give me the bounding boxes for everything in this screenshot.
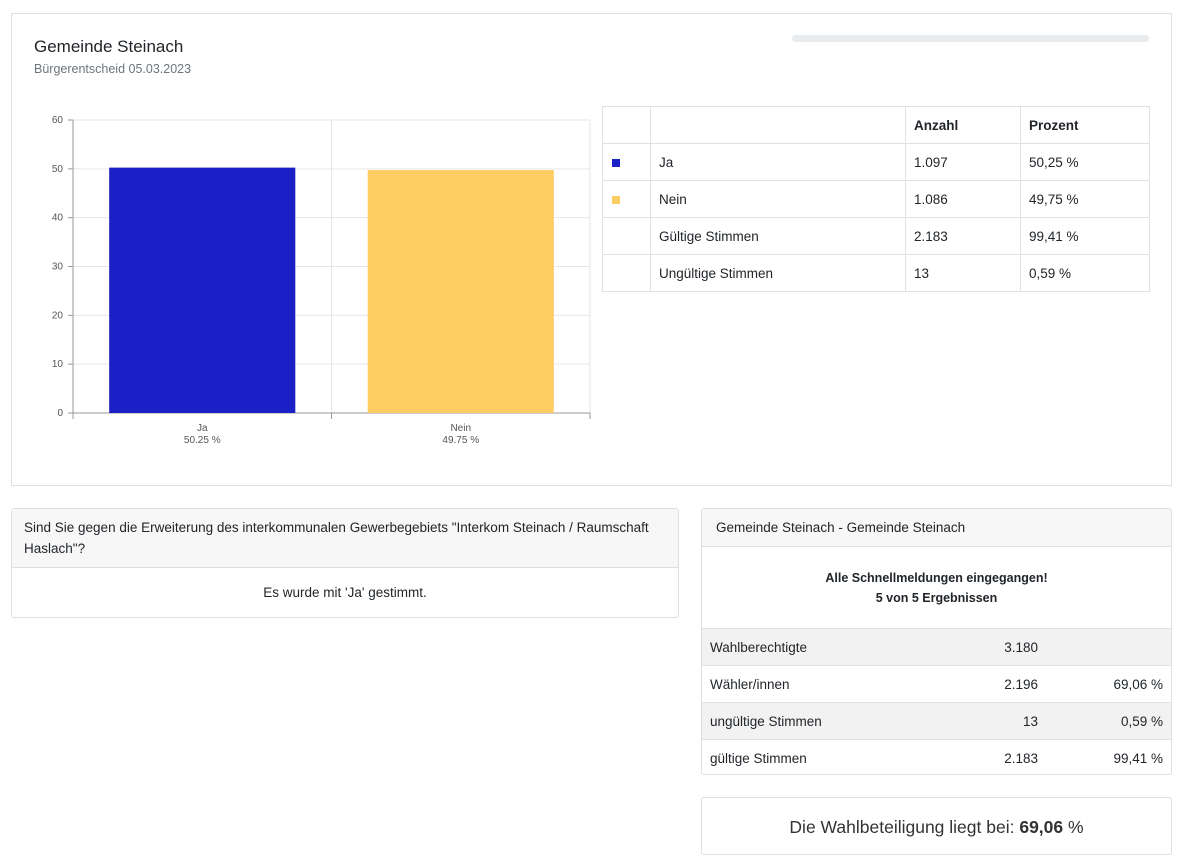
row-label: Ungültige Stimmen xyxy=(650,254,906,292)
row-label: Ja xyxy=(650,143,906,181)
row-percent: 50,25 % xyxy=(1020,143,1150,181)
header-cell xyxy=(602,106,651,144)
row-percent: 49,75 % xyxy=(1020,180,1150,218)
turnout-unit: % xyxy=(1068,817,1084,837)
question-text: Sind Sie gegen die Erweiterung des inter… xyxy=(12,509,678,568)
status-count: 5 von 5 Ergebnissen xyxy=(875,591,998,605)
table-row: ungültige Stimmen 13 0,59 % xyxy=(702,702,1171,740)
header-cell xyxy=(650,106,906,144)
summary-status: Alle Schnellmeldungen eingegangen! 5 von… xyxy=(702,547,1171,628)
table-row: Wähler/innen 2.196 69,06 % xyxy=(702,665,1171,703)
row-count: 2.183 xyxy=(905,217,1021,255)
y-tick-label: 10 xyxy=(52,359,64,370)
summary-card: Gemeinde Steinach - Gemeinde Steinach Al… xyxy=(701,508,1172,777)
row-percent: 99,41 % xyxy=(1020,217,1150,255)
row-count: 1.086 xyxy=(905,180,1021,218)
y-tick-label: 30 xyxy=(52,262,64,273)
stat-value: 13 xyxy=(916,702,1046,740)
turnout-label: Die Wahlbeteiligung liegt bei: xyxy=(789,817,1015,837)
stat-percent: 0,59 % xyxy=(1046,702,1171,740)
row-label: Nein xyxy=(650,180,906,218)
y-tick-label: 40 xyxy=(52,213,64,224)
y-tick-label: 60 xyxy=(52,115,64,126)
stat-label: ungültige Stimmen xyxy=(702,702,916,740)
table-row: Gültige Stimmen 2.183 99,41 % xyxy=(602,217,1150,255)
results-card: Gemeinde Steinach Bürgerentscheid 05.03.… xyxy=(11,13,1172,486)
stat-percent xyxy=(1046,628,1171,666)
progress-bar xyxy=(792,35,1149,42)
legend-swatch xyxy=(612,195,620,204)
table-row: Nein 1.086 49,75 % xyxy=(602,180,1150,218)
legend-swatch xyxy=(612,158,620,167)
summary-header: Gemeinde Steinach - Gemeinde Steinach xyxy=(702,509,1171,547)
header-count: Anzahl xyxy=(905,106,1021,144)
row-label: Gültige Stimmen xyxy=(650,217,906,255)
x-tick-label: Nein xyxy=(450,423,471,434)
results-table: Anzahl Prozent Ja 1.097 50,25 % Nein 1.0… xyxy=(602,106,1150,292)
x-tick-label: Ja xyxy=(197,423,208,434)
status-line: Alle Schnellmeldungen eingegangen! xyxy=(825,571,1048,585)
y-tick-label: 20 xyxy=(52,310,64,321)
stat-value: 2.196 xyxy=(916,665,1046,703)
table-row: Ja 1.097 50,25 % xyxy=(602,143,1150,181)
turnout-card: Die Wahlbeteiligung liegt bei: 69,06 % xyxy=(701,797,1172,855)
table-row: gültige Stimmen 2.183 99,41 % xyxy=(702,739,1171,777)
x-tick-sublabel: 49.75 % xyxy=(442,435,479,446)
page-subtitle: Bürgerentscheid 05.03.2023 xyxy=(34,62,192,76)
question-card: Sind Sie gegen die Erweiterung des inter… xyxy=(11,508,679,618)
y-tick-label: 0 xyxy=(57,408,63,419)
results-table-header: Anzahl Prozent xyxy=(602,106,1150,144)
summary-table: Wahlberechtigte 3.180 Wähler/innen 2.196… xyxy=(702,628,1171,777)
stat-percent: 99,41 % xyxy=(1046,739,1171,777)
stat-label: Wähler/innen xyxy=(702,665,916,703)
row-count: 1.097 xyxy=(905,143,1021,181)
table-row: Wahlberechtigte 3.180 xyxy=(702,628,1171,666)
header-percent: Prozent xyxy=(1020,106,1150,144)
bar-ja xyxy=(109,167,296,413)
stat-percent: 69,06 % xyxy=(1046,665,1171,703)
page-title: Gemeinde Steinach xyxy=(34,37,184,56)
x-tick-sublabel: 50.25 % xyxy=(184,435,221,446)
stat-label: gültige Stimmen xyxy=(702,739,916,777)
row-percent: 0,59 % xyxy=(1020,254,1150,292)
question-result: Es wurde mit 'Ja' gestimmt. xyxy=(263,585,427,600)
y-tick-label: 50 xyxy=(52,164,64,175)
bar-nein xyxy=(367,170,554,413)
row-count: 13 xyxy=(905,254,1021,292)
stat-value: 3.180 xyxy=(916,628,1046,666)
turnout-value: 69,06 xyxy=(1019,817,1064,837)
table-row: Ungültige Stimmen 13 0,59 % xyxy=(602,254,1150,292)
stat-value: 2.183 xyxy=(916,739,1046,777)
stat-label: Wahlberechtigte xyxy=(702,628,916,666)
